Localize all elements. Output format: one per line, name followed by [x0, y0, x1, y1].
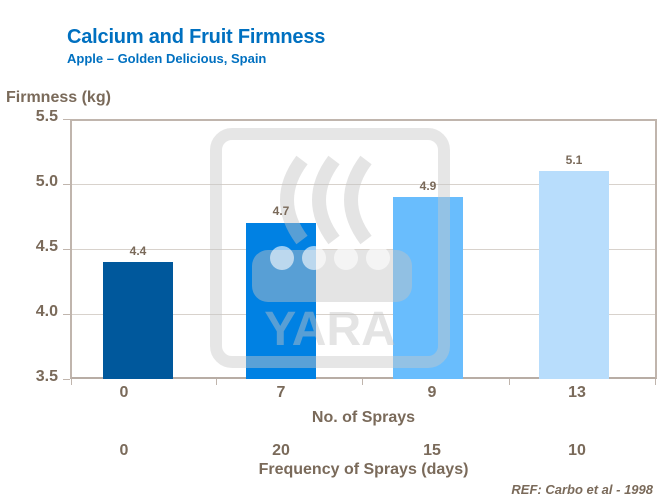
y-tick-label: 5.5 — [35, 108, 58, 125]
gridline-5-0 — [72, 184, 655, 185]
bar-13-sprays[interactable] — [539, 171, 609, 379]
bar-value-label: 5.1 — [565, 153, 583, 167]
x-tick-label-frequency: 10 — [568, 442, 586, 459]
y-tick-mark — [63, 249, 70, 250]
bar-value-label: 4.7 — [272, 204, 290, 218]
bar-value-label: 4.9 — [419, 179, 437, 193]
y-tick-label: 5.0 — [35, 173, 58, 190]
x-tick-label-sprays: 0 — [119, 384, 129, 401]
bar-value-label: 4.4 — [129, 244, 147, 258]
x-tick-mark — [509, 379, 510, 385]
chart-subtitle: Apple – Golden Delicious, Spain — [67, 51, 267, 66]
bar-0-sprays[interactable] — [103, 262, 173, 379]
y-tick-label: 4.0 — [35, 303, 58, 320]
y-tick-mark — [63, 119, 70, 120]
x-tick-mark — [655, 379, 656, 385]
x-tick-mark — [71, 379, 72, 385]
y-tick-mark — [63, 184, 70, 185]
x-tick-label-sprays: 9 — [427, 384, 437, 401]
x-tick-label-frequency: 20 — [272, 442, 290, 459]
x-axis-title-sprays: No. of Sprays — [311, 409, 416, 426]
y-tick-mark — [63, 314, 70, 315]
x-tick-label-sprays: 13 — [568, 384, 586, 401]
y-tick-mark — [63, 379, 70, 380]
x-tick-label-frequency: 0 — [119, 442, 129, 459]
y-axis-title: Firmness (kg) — [6, 89, 111, 106]
gridline-4-0 — [72, 314, 655, 315]
x-axis-title-frequency: Frequency of Sprays (days) — [258, 461, 469, 478]
reference-citation: REF: Carbo et al - 1998 — [511, 482, 653, 497]
gridline-4-5 — [72, 249, 655, 250]
y-tick-label: 4.5 — [35, 238, 58, 255]
x-tick-label-sprays: 7 — [276, 384, 286, 401]
plot-area — [70, 119, 657, 379]
bar-9-sprays[interactable] — [393, 197, 463, 379]
y-tick-label: 3.5 — [35, 368, 58, 385]
x-tick-label-frequency: 15 — [423, 442, 441, 459]
x-tick-mark — [362, 379, 363, 385]
chart-title: Calcium and Fruit Firmness — [67, 26, 326, 48]
x-tick-mark — [216, 379, 217, 385]
